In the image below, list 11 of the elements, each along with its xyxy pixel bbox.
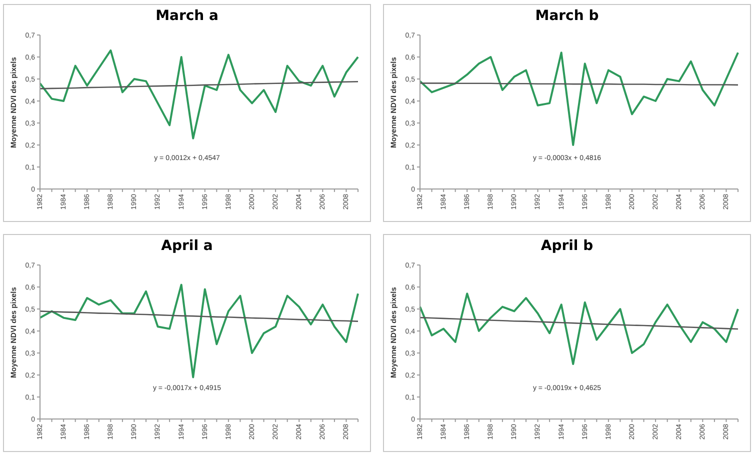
- line-series: [419, 52, 739, 146]
- line-series: [39, 284, 359, 378]
- line-series: [39, 80, 359, 90]
- line-series: [419, 292, 739, 365]
- line-series: [419, 316, 739, 330]
- chart-title: April a: [160, 238, 214, 254]
- line-series: [39, 49, 359, 140]
- chart-title: March a: [154, 8, 220, 24]
- line-series: [39, 310, 359, 322]
- chart-title: April b: [540, 238, 594, 254]
- chart-title: March b: [534, 8, 600, 24]
